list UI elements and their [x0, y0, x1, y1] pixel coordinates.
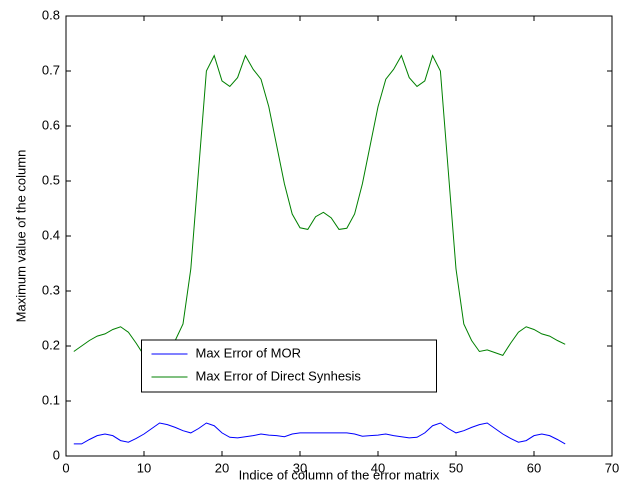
- x-tick-label: 40: [371, 460, 385, 475]
- y-tick-label: 0.6: [42, 117, 60, 132]
- legend-label: Max Error of Direct Synhesis: [196, 368, 362, 383]
- y-tick-label: 0.3: [42, 282, 60, 297]
- y-tick-label: 0.5: [42, 172, 60, 187]
- x-tick-label: 20: [215, 460, 229, 475]
- y-tick-label: 0.2: [42, 337, 60, 352]
- series-line: [73, 422, 566, 445]
- x-tick-label: 60: [527, 460, 541, 475]
- y-tick-label: 0.1: [42, 392, 60, 407]
- y-tick-label: 0.4: [42, 227, 60, 242]
- y-tick-label: 0: [53, 447, 60, 462]
- x-tick-label: 10: [137, 460, 151, 475]
- x-tick-label: 70: [605, 460, 619, 475]
- x-axis-label: Indice of column of the error matrix: [239, 467, 440, 482]
- y-tick-label: 0.7: [42, 62, 60, 77]
- legend-box: [141, 339, 437, 393]
- y-tick-label: 0.8: [42, 7, 60, 22]
- legend-label: Max Error of MOR: [196, 345, 301, 360]
- x-tick-label: 0: [62, 460, 69, 475]
- x-tick-label: 50: [449, 460, 463, 475]
- y-axis-label: Maximum value of the column: [13, 150, 28, 323]
- x-tick-label: 30: [293, 460, 307, 475]
